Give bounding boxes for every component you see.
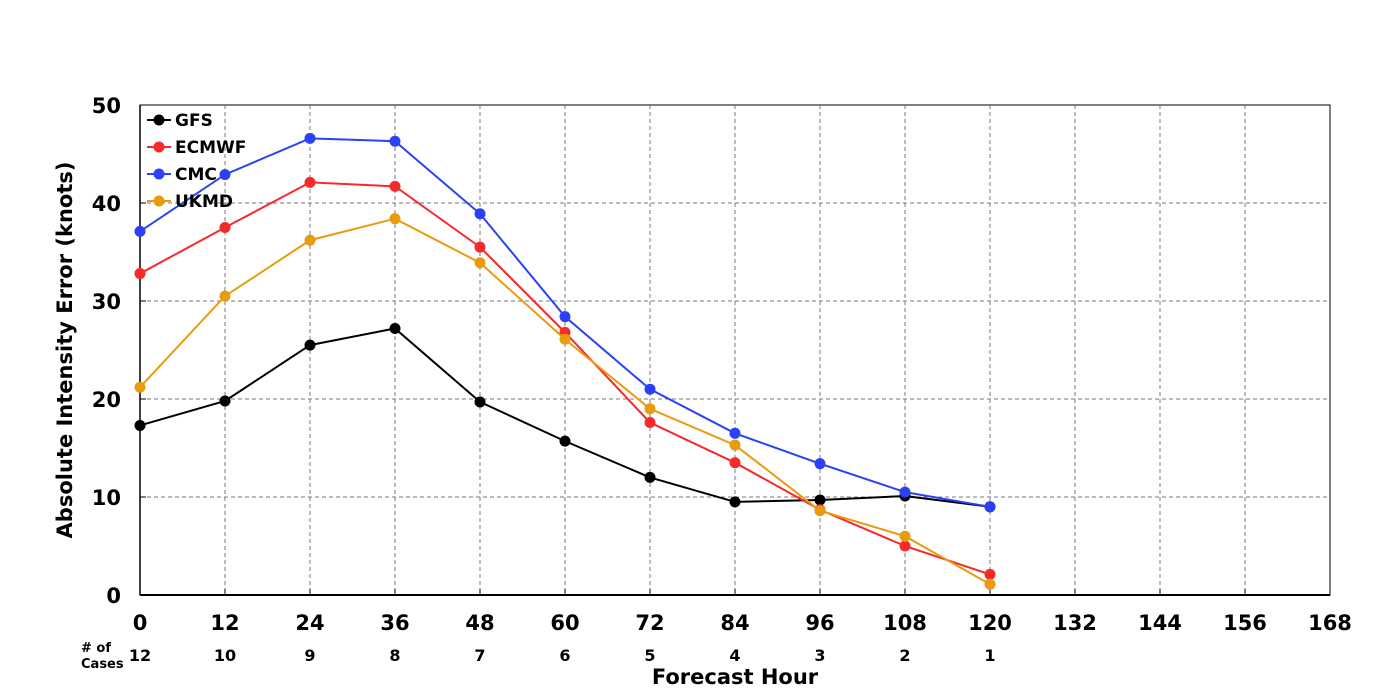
legend-item-ukmd: UKMD [147, 192, 233, 212]
case-count: 6 [559, 646, 570, 665]
x-tick-label: 144 [1138, 611, 1182, 635]
data-point-ukmd [984, 578, 996, 590]
data-point-ecmwf [219, 222, 231, 233]
data-point-ukmd [474, 257, 486, 269]
series-lines [134, 132, 996, 590]
data-point-cmc [304, 132, 316, 144]
data-point-ecmwf [474, 241, 486, 253]
data-point-ukmd [814, 505, 826, 517]
x-tick-label: 132 [1053, 611, 1097, 635]
data-point-ecmwf [984, 568, 996, 580]
data-point-ecmwf [389, 180, 401, 192]
series-gfs [134, 322, 996, 513]
x-tick-label: 60 [550, 611, 579, 635]
data-point-cmc [389, 135, 401, 147]
data-point-cmc [899, 486, 911, 498]
case-count: 9 [304, 646, 315, 665]
x-tick-label: 108 [883, 611, 927, 635]
legend-item-gfs: GFS [147, 111, 213, 131]
data-point-ukmd [559, 333, 571, 345]
case-count: 2 [899, 646, 910, 665]
x-tick-label: 0 [133, 611, 148, 635]
x-tick-label: 96 [805, 611, 834, 635]
data-point-ecmwf [644, 417, 656, 429]
legend-label: ECMWF [175, 138, 246, 158]
y-tick-label: 50 [92, 94, 121, 118]
data-point-cmc [134, 225, 146, 237]
series-cmc [134, 132, 996, 513]
data-point-gfs [474, 396, 486, 408]
case-count: 8 [389, 646, 400, 665]
x-tick-label: 12 [210, 611, 239, 635]
legend-marker [153, 168, 165, 180]
data-point-ecmwf [304, 176, 316, 188]
case-count: 3 [814, 646, 825, 665]
legend-marker [153, 141, 165, 153]
legend-label: GFS [175, 111, 213, 131]
legend-label: CMC [175, 165, 217, 185]
x-tick-label: 168 [1308, 611, 1352, 635]
x-tick-label: 24 [295, 611, 324, 635]
data-point-ecmwf [899, 540, 911, 552]
data-point-ecmwf [134, 268, 146, 280]
case-count: 4 [729, 646, 740, 665]
data-point-gfs [304, 339, 316, 351]
data-point-cmc [474, 208, 486, 220]
x-tick-label: 84 [720, 611, 749, 635]
legend-item-ecmwf: ECMWF [147, 138, 246, 158]
data-point-ukmd [729, 439, 741, 451]
data-point-ukmd [644, 403, 656, 415]
legend: GFS ECMWF CMC UKMD [147, 111, 246, 212]
data-point-ukmd [899, 530, 911, 542]
series-ukmd [134, 213, 996, 590]
y-tick-label: 10 [92, 486, 121, 510]
x-axis-title: Forecast Hour [652, 665, 819, 689]
legend-marker [153, 195, 165, 207]
data-point-cmc [729, 427, 741, 439]
data-point-gfs [644, 471, 656, 483]
data-point-gfs [729, 496, 741, 508]
data-point-gfs [559, 435, 571, 447]
x-tick-label: 120 [968, 611, 1012, 635]
cases-row: # of Cases 12 10 9 8 7 6 5 4 3 2 1 [81, 641, 996, 672]
legend-label: UKMD [175, 192, 233, 212]
data-point-cmc [984, 501, 996, 513]
case-count: 10 [214, 646, 236, 665]
x-tick-label: 156 [1223, 611, 1267, 635]
cases-label-line1: # of [81, 641, 111, 656]
case-count: 12 [129, 646, 151, 665]
case-count: 1 [984, 646, 995, 665]
data-point-gfs [389, 322, 401, 334]
legend-marker [153, 114, 165, 126]
data-point-gfs [219, 395, 231, 407]
data-point-cmc [219, 169, 231, 181]
case-count: 7 [474, 646, 485, 665]
y-tick-label: 20 [92, 388, 121, 412]
data-point-ukmd [304, 234, 316, 246]
data-point-ecmwf [729, 457, 741, 469]
x-tick-label: 36 [380, 611, 409, 635]
x-tick-label: 48 [465, 611, 494, 635]
data-point-ukmd [134, 381, 146, 393]
y-tick-label: 30 [92, 290, 121, 314]
y-tick-label: 40 [92, 192, 121, 216]
data-point-ukmd [389, 213, 401, 225]
y-axis-title: Absolute Intensity Error (knots) [53, 162, 77, 539]
data-point-cmc [814, 458, 826, 470]
data-point-ukmd [219, 290, 231, 302]
data-point-gfs [134, 419, 146, 431]
data-point-cmc [644, 383, 656, 395]
x-tick-label: 72 [635, 611, 664, 635]
y-tick-label: 0 [106, 584, 121, 608]
data-point-cmc [559, 311, 571, 323]
case-count: 5 [644, 646, 655, 665]
cases-label-line2: Cases [81, 657, 124, 672]
tick-labels: 0 12 24 36 48 60 72 84 96 108 120 132 144 156 168 0 10 20… [92, 94, 1352, 635]
data-point-gfs [814, 494, 826, 506]
legend-item-cmc: CMC [147, 165, 217, 185]
